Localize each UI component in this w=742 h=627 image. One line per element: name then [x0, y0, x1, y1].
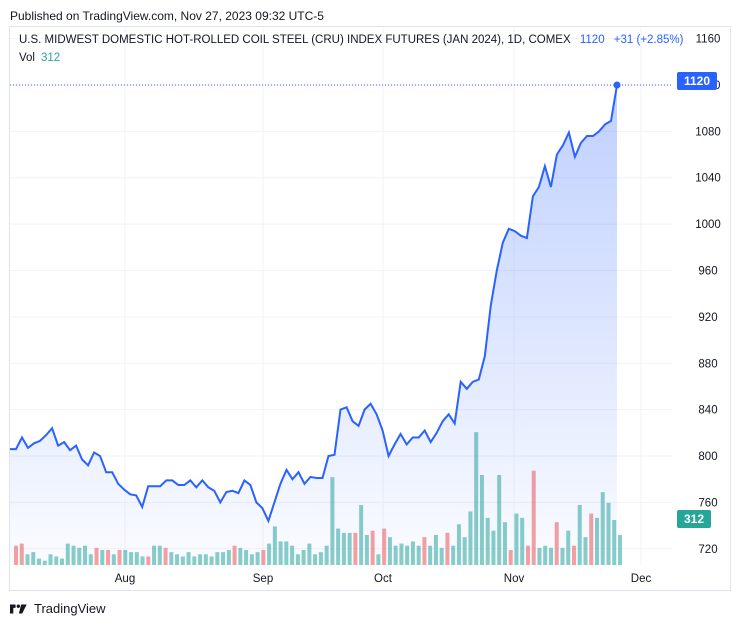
y-tick-label: 1000 — [695, 219, 721, 231]
time-axis[interactable]: Aug Sep Oct Nov Dec — [115, 573, 652, 585]
vol-label: Vol — [19, 52, 35, 64]
x-tick-label: Nov — [504, 573, 525, 585]
brand-name: TradingView — [34, 601, 106, 616]
last-price-badge: 1120 — [677, 72, 717, 90]
y-tick-label: 760 — [698, 497, 717, 509]
y-tick-label: 1040 — [695, 173, 721, 185]
y-tick-label: 880 — [698, 358, 717, 370]
y-tick-label: 720 — [698, 544, 717, 556]
price-axis[interactable]: 7207608008408809209601000104010801120116… — [695, 34, 721, 556]
chart-frame[interactable] — [9, 26, 731, 591]
last-price-dot — [613, 81, 621, 89]
chart-legend: U.S. MIDWEST DOMESTIC HOT-ROLLED COIL ST… — [19, 34, 683, 46]
y-tick-label: 840 — [698, 405, 717, 417]
price-change: +31 (+2.85%) — [613, 34, 684, 46]
last-price-value: 1120 — [579, 34, 605, 46]
symbol-title: U.S. MIDWEST DOMESTIC HOT-ROLLED COIL ST… — [19, 34, 571, 46]
y-tick-label: 1160 — [696, 34, 721, 46]
y-tick-label: 800 — [698, 451, 717, 463]
price-area-fill — [10, 85, 617, 565]
x-tick-label: Oct — [374, 573, 393, 585]
footer-brand[interactable]: TradingView — [10, 601, 106, 616]
x-tick-label: Sep — [253, 573, 273, 585]
volume-bar — [618, 535, 622, 565]
volume-badge: 312 — [677, 510, 711, 528]
y-tick-label: 960 — [698, 265, 717, 277]
y-tick-label: 1080 — [695, 126, 721, 138]
volume-legend: Vol 312 — [19, 52, 60, 64]
published-note: Published on TradingView.com, Nov 27, 20… — [10, 9, 324, 23]
tradingview-logo-icon — [10, 604, 27, 613]
vol-value: 312 — [41, 52, 61, 64]
x-tick-label: Dec — [631, 573, 652, 585]
y-tick-label: 920 — [698, 312, 717, 324]
x-tick-label: Aug — [115, 573, 135, 585]
price-line — [10, 84, 618, 524]
